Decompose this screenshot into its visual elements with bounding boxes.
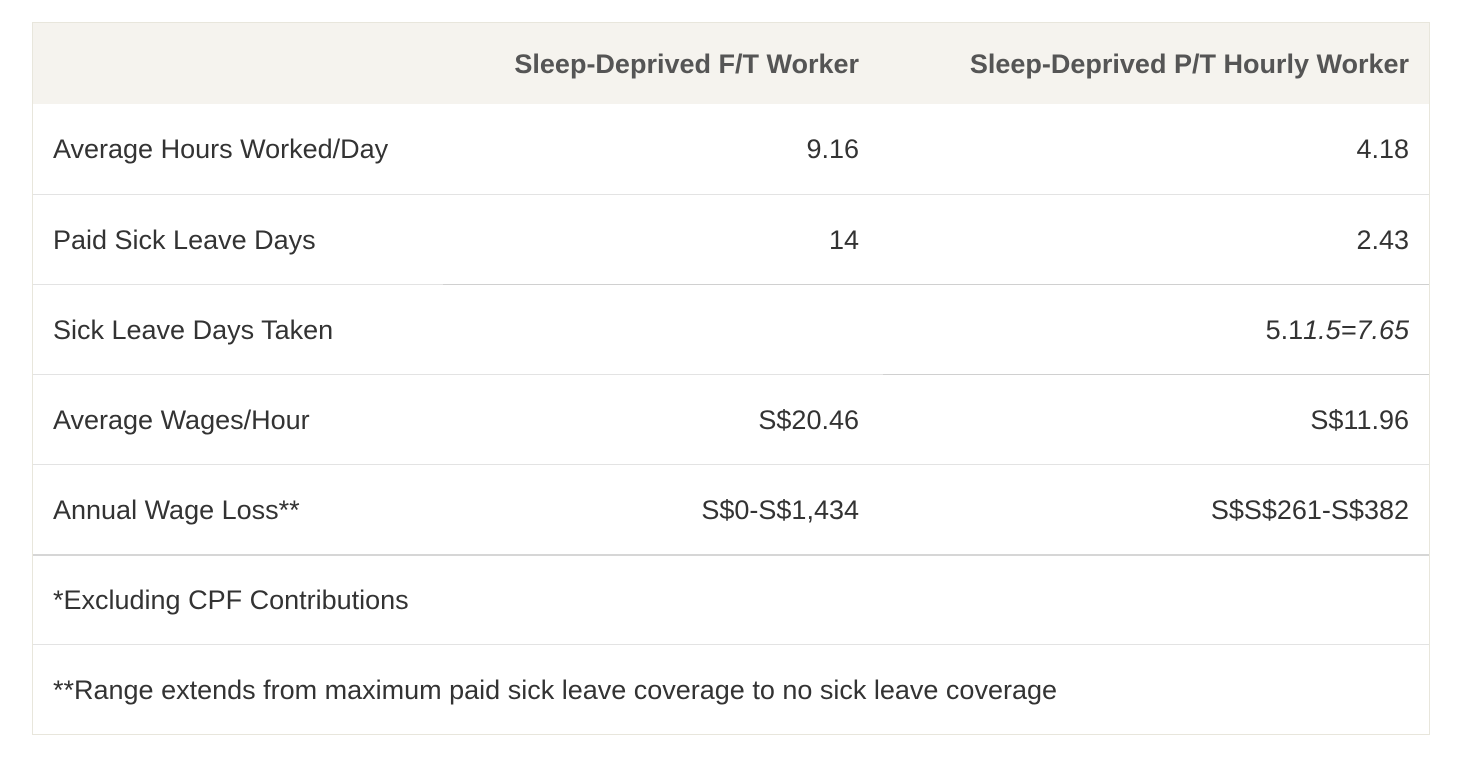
pt-value: S$11.96	[1310, 404, 1409, 435]
pt-value: 5.11.5=7.65	[1266, 314, 1409, 346]
pt-value-plain: 5.1	[1265, 314, 1304, 345]
row-label: Sick Leave Days Taken	[53, 314, 334, 345]
row-divider	[883, 374, 1429, 375]
footnote-cpf: *Excluding CPF Contributions	[53, 585, 409, 615]
pt-value: 4.18	[1356, 134, 1409, 164]
pt-value: 2.43	[1356, 224, 1409, 255]
pt-value-italic: 1.5=7.65	[1303, 314, 1409, 345]
row-divider	[443, 284, 1429, 285]
header-ft-worker: Sleep-Deprived F/T Worker	[514, 48, 859, 79]
table-header-row: Sleep-Deprived F/T Worker Sleep-Deprived…	[33, 23, 1429, 104]
table-row: Average Hours Worked/Day 9.16 4.18	[33, 104, 1429, 194]
wage-loss-table: Sleep-Deprived F/T Worker Sleep-Deprived…	[32, 22, 1430, 735]
table-row: Annual Wage Loss** S$0-S$1,434 S$S$261-S…	[33, 464, 1429, 554]
row-label: Annual Wage Loss**	[53, 494, 300, 525]
table-row: Average Wages/Hour S$20.46 S$11.96	[33, 374, 1429, 464]
table-row: Paid Sick Leave Days 14 2.43	[33, 194, 1429, 284]
footnote-range: **Range extends from maximum paid sick l…	[53, 674, 1057, 705]
ft-value: S$0-S$1,434	[701, 494, 859, 525]
pt-value: S$S$261-S$382	[1210, 494, 1409, 525]
ft-value: S$20.46	[758, 404, 859, 435]
table-row: Sick Leave Days Taken 5.11.5=7.65	[33, 284, 1429, 374]
row-label: Average Wages/Hour	[53, 404, 310, 435]
row-label: Paid Sick Leave Days	[53, 224, 316, 255]
footnote-row: **Range extends from maximum paid sick l…	[33, 644, 1429, 734]
header-pt-hourly-worker: Sleep-Deprived P/T Hourly Worker	[969, 48, 1409, 79]
row-label: Average Hours Worked/Day	[53, 134, 389, 164]
ft-value: 9.16	[806, 134, 859, 164]
footnote-row: *Excluding CPF Contributions	[33, 554, 1429, 644]
ft-value: 14	[828, 224, 859, 255]
